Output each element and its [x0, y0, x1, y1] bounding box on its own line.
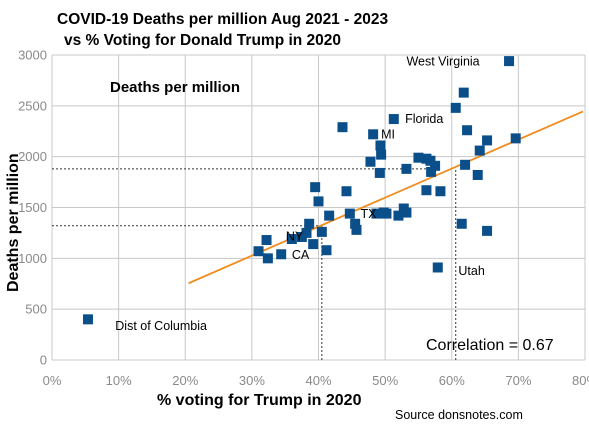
point-annotation: CA	[292, 248, 310, 262]
y-tick-label: 2500	[18, 98, 47, 113]
data-point	[421, 185, 432, 196]
data-point	[374, 167, 385, 178]
data-point	[435, 186, 446, 197]
x-tick-labels: 0% 10% 20% 30% 40% 50% 60% 70% 80%	[43, 373, 589, 388]
x-tick-label: 40%	[305, 373, 331, 388]
y-tick-label: 500	[25, 302, 47, 317]
data-point	[462, 125, 473, 136]
data-point	[371, 208, 382, 219]
data-point	[393, 210, 404, 221]
data-point	[344, 208, 355, 219]
x-axis-title: % voting for Trump in 2020	[157, 392, 362, 409]
inner-series-label: Deaths per million	[110, 79, 240, 96]
data-point	[351, 224, 362, 235]
data-point	[324, 210, 335, 221]
data-point	[308, 239, 319, 250]
chart-title-line1: COVID-19 Deaths per million Aug 2021 - 2…	[57, 11, 388, 28]
data-point	[381, 208, 392, 219]
y-tick-label: 1000	[18, 251, 47, 266]
point-annotation: MI	[381, 127, 395, 141]
data-point	[321, 245, 332, 256]
data-point	[482, 135, 493, 146]
data-point	[474, 145, 485, 156]
x-tick-label: 10%	[106, 373, 132, 388]
point-annotation: Dist of Columbia	[115, 319, 207, 333]
data-point	[82, 314, 93, 325]
chart-title-line2: vs % Voting for Donald Trump in 2020	[64, 32, 341, 49]
x-tick-label: 70%	[505, 373, 531, 388]
data-point	[376, 149, 387, 160]
point-annotation: NY	[286, 229, 304, 243]
gridlines	[51, 54, 586, 361]
data-point	[401, 207, 412, 218]
point-annotation: TX	[360, 207, 377, 221]
data-point	[350, 218, 361, 229]
y-tick-labels: 0 500 1000 1500 2000 2500 3000	[18, 48, 47, 368]
x-tick-label: 30%	[239, 373, 265, 388]
correlation-label: Correlation = 0.67	[426, 337, 554, 354]
data-point	[432, 262, 443, 273]
y-tick-label: 1500	[18, 200, 47, 215]
data-point	[426, 166, 437, 177]
x-tick-label: 20%	[172, 373, 198, 388]
data-point	[276, 249, 287, 260]
data-point	[337, 122, 348, 133]
y-axis-title: Deaths per million	[5, 153, 22, 292]
x-tick-label: 0%	[43, 373, 62, 388]
y-tick-label: 3000	[18, 48, 47, 63]
point-annotation: Utah	[458, 264, 484, 278]
data-point	[262, 253, 273, 264]
x-tick-label: 80%	[572, 373, 589, 388]
data-point	[253, 246, 264, 257]
data-point	[458, 87, 469, 98]
data-point	[430, 160, 441, 171]
data-point	[310, 182, 321, 193]
x-tick-label: 50%	[372, 373, 398, 388]
data-point	[313, 196, 324, 207]
data-point	[388, 114, 399, 125]
data-point	[316, 226, 327, 237]
data-point	[286, 234, 297, 245]
data-point	[510, 133, 521, 144]
data-point	[472, 169, 483, 180]
reference-lines	[52, 168, 457, 360]
data-point	[304, 218, 315, 229]
data-point	[368, 129, 379, 140]
data-point	[504, 56, 515, 67]
point-annotation: West Virginia	[406, 55, 479, 69]
x-tick-label: 60%	[439, 373, 465, 388]
data-point	[401, 163, 412, 174]
source-credit: Source donsnotes.com	[395, 408, 523, 422]
data-point	[456, 218, 467, 229]
data-point	[450, 102, 461, 113]
data-points	[82, 56, 521, 325]
data-point	[261, 235, 272, 246]
data-point	[365, 156, 376, 167]
y-tick-label: 0	[40, 353, 47, 368]
data-point	[460, 159, 471, 170]
point-annotation: Florida	[405, 112, 443, 126]
data-point	[341, 186, 352, 197]
y-tick-label: 2000	[18, 149, 47, 164]
data-point	[413, 152, 424, 163]
data-point	[425, 155, 436, 166]
data-point	[482, 225, 493, 236]
data-point	[375, 140, 386, 151]
point-annotations: West Virginia Florida MI TX NY CA Utah Dist of …	[115, 55, 485, 333]
data-point	[301, 227, 312, 238]
